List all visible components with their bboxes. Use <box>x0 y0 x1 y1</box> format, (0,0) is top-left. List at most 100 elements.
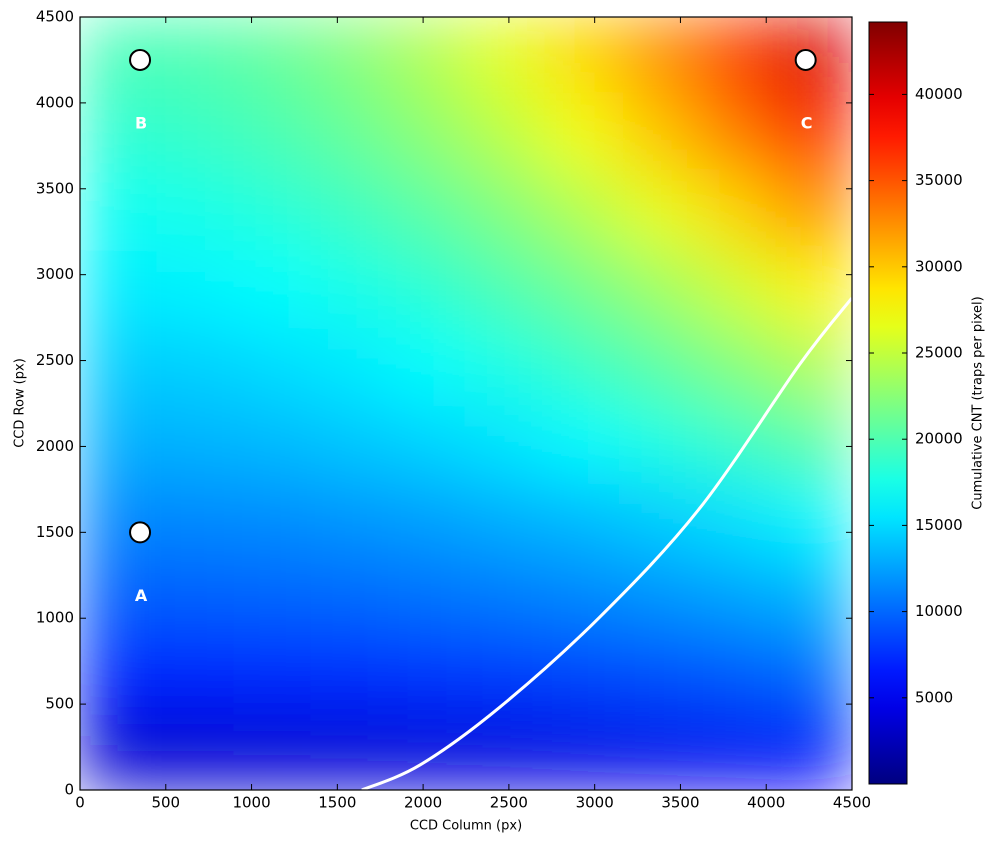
heatmap-cell <box>388 557 467 636</box>
heatmap-cell <box>156 248 235 327</box>
heatmap <box>80 17 852 790</box>
heatmap-cell <box>80 171 158 250</box>
heatmap-cell <box>233 634 313 714</box>
heatmap-cell <box>311 480 390 559</box>
heatmap-cell <box>311 17 390 95</box>
heatmap-cell <box>156 93 235 173</box>
heatmap-cell <box>233 480 313 559</box>
overlay <box>361 297 852 790</box>
heatmap-cell <box>774 171 852 250</box>
heatmap-cell <box>465 325 544 404</box>
heatmap-cell <box>697 248 776 327</box>
heatmap-cell <box>311 93 390 173</box>
colorbar-tick-label: 20000 <box>915 430 963 448</box>
heatmap-cell <box>311 557 390 636</box>
x-tick-label: 3000 <box>576 794 614 812</box>
heatmap-cell <box>774 325 852 404</box>
heatmap-cell <box>774 480 852 559</box>
heatmap-cell <box>311 325 390 404</box>
x-tick-label: 1000 <box>232 794 270 812</box>
heatmap-cell <box>388 712 467 790</box>
x-tick-label: 4000 <box>747 794 785 812</box>
heatmap-cell <box>697 480 776 559</box>
heatmap-cell <box>233 17 313 95</box>
heatmap-cell <box>388 171 467 250</box>
heatmap-cell <box>156 480 235 559</box>
heatmap-cell <box>697 634 776 714</box>
heatmap-cell <box>156 17 235 95</box>
heatmap-cell <box>774 634 852 714</box>
heatmap-cell <box>542 171 621 250</box>
heatmap-cell <box>465 17 544 95</box>
heatmap-cell <box>619 557 699 636</box>
point-marker <box>794 48 817 71</box>
heatmap-cell <box>311 248 390 327</box>
heatmap-cell <box>542 248 621 327</box>
plot-frame <box>79 16 853 791</box>
heatmap-cell <box>542 634 621 714</box>
x-tick-label: 1500 <box>318 794 356 812</box>
curve <box>361 297 852 790</box>
x-tick-label: 2500 <box>490 794 528 812</box>
heatmap-cell <box>156 325 235 404</box>
heatmap-cell <box>619 634 699 714</box>
heatmap-cell <box>465 248 544 327</box>
heatmap-cell <box>774 93 852 173</box>
heatmap-cell <box>80 403 158 482</box>
x-tick-label: 500 <box>151 794 180 812</box>
heatmap-cell <box>697 171 776 250</box>
heatmap-cell <box>542 17 621 95</box>
heatmap-cell <box>542 712 621 790</box>
y-tick-label: 2500 <box>36 351 74 369</box>
heatmap-cell <box>388 403 467 482</box>
x-axis-label: CCD Column (px) <box>410 819 522 834</box>
heatmap-cell <box>619 480 699 559</box>
heatmap-cell <box>80 325 158 404</box>
heatmap-cell <box>619 93 699 173</box>
y-tick-label: 500 <box>45 695 74 713</box>
heatmap-cell <box>619 248 699 327</box>
heatmap-cell <box>233 712 313 790</box>
heatmap-cell <box>311 634 390 714</box>
heatmap-cell <box>233 403 313 482</box>
heatmap-cell <box>80 248 158 327</box>
heatmap-cell <box>465 171 544 250</box>
heatmap-cell <box>156 634 235 714</box>
x-tick-label: 0 <box>75 794 85 812</box>
y-tick-label: 4500 <box>36 8 74 26</box>
heatmap-cell <box>774 403 852 482</box>
x-tick-label: 2000 <box>404 794 442 812</box>
heatmap-cell <box>697 325 776 404</box>
heatmap-cell <box>619 403 699 482</box>
heatmap-cell <box>542 403 621 482</box>
heatmap-cell <box>465 480 544 559</box>
heatmap-cell <box>697 403 776 482</box>
heatmap-cell <box>388 17 467 95</box>
y-tick-label: 2000 <box>36 437 74 455</box>
y-tick-label: 4000 <box>36 93 74 111</box>
colorbar-tick-label: 40000 <box>915 85 963 103</box>
colorbar-tick-label: 25000 <box>915 344 963 362</box>
heatmap-cell <box>774 557 852 636</box>
heatmap-cell <box>619 171 699 250</box>
heatmap-cell <box>388 325 467 404</box>
heatmap-cell <box>80 557 158 636</box>
heatmap-cell <box>233 93 313 173</box>
colorbar-label: Cumulative CNT (traps per pixel) <box>971 296 986 509</box>
heatmap-cell <box>619 17 699 95</box>
point-marker <box>129 48 152 71</box>
heatmap-cell <box>156 403 235 482</box>
heatmap-cell <box>156 712 235 790</box>
colorbar-tick-label: 15000 <box>915 516 963 534</box>
heatmap-cell <box>542 557 621 636</box>
point-label: B <box>135 113 147 132</box>
heatmap-cell <box>80 93 158 173</box>
heatmap-cell <box>542 480 621 559</box>
heatmap-cell <box>311 403 390 482</box>
heatmap-cell <box>697 557 776 636</box>
y-tick-label: 1000 <box>36 609 74 627</box>
heatmap-cell <box>233 248 313 327</box>
heatmap-cell <box>465 93 544 173</box>
heatmap-cell <box>697 712 776 790</box>
y-tick-label: 3000 <box>36 265 74 283</box>
